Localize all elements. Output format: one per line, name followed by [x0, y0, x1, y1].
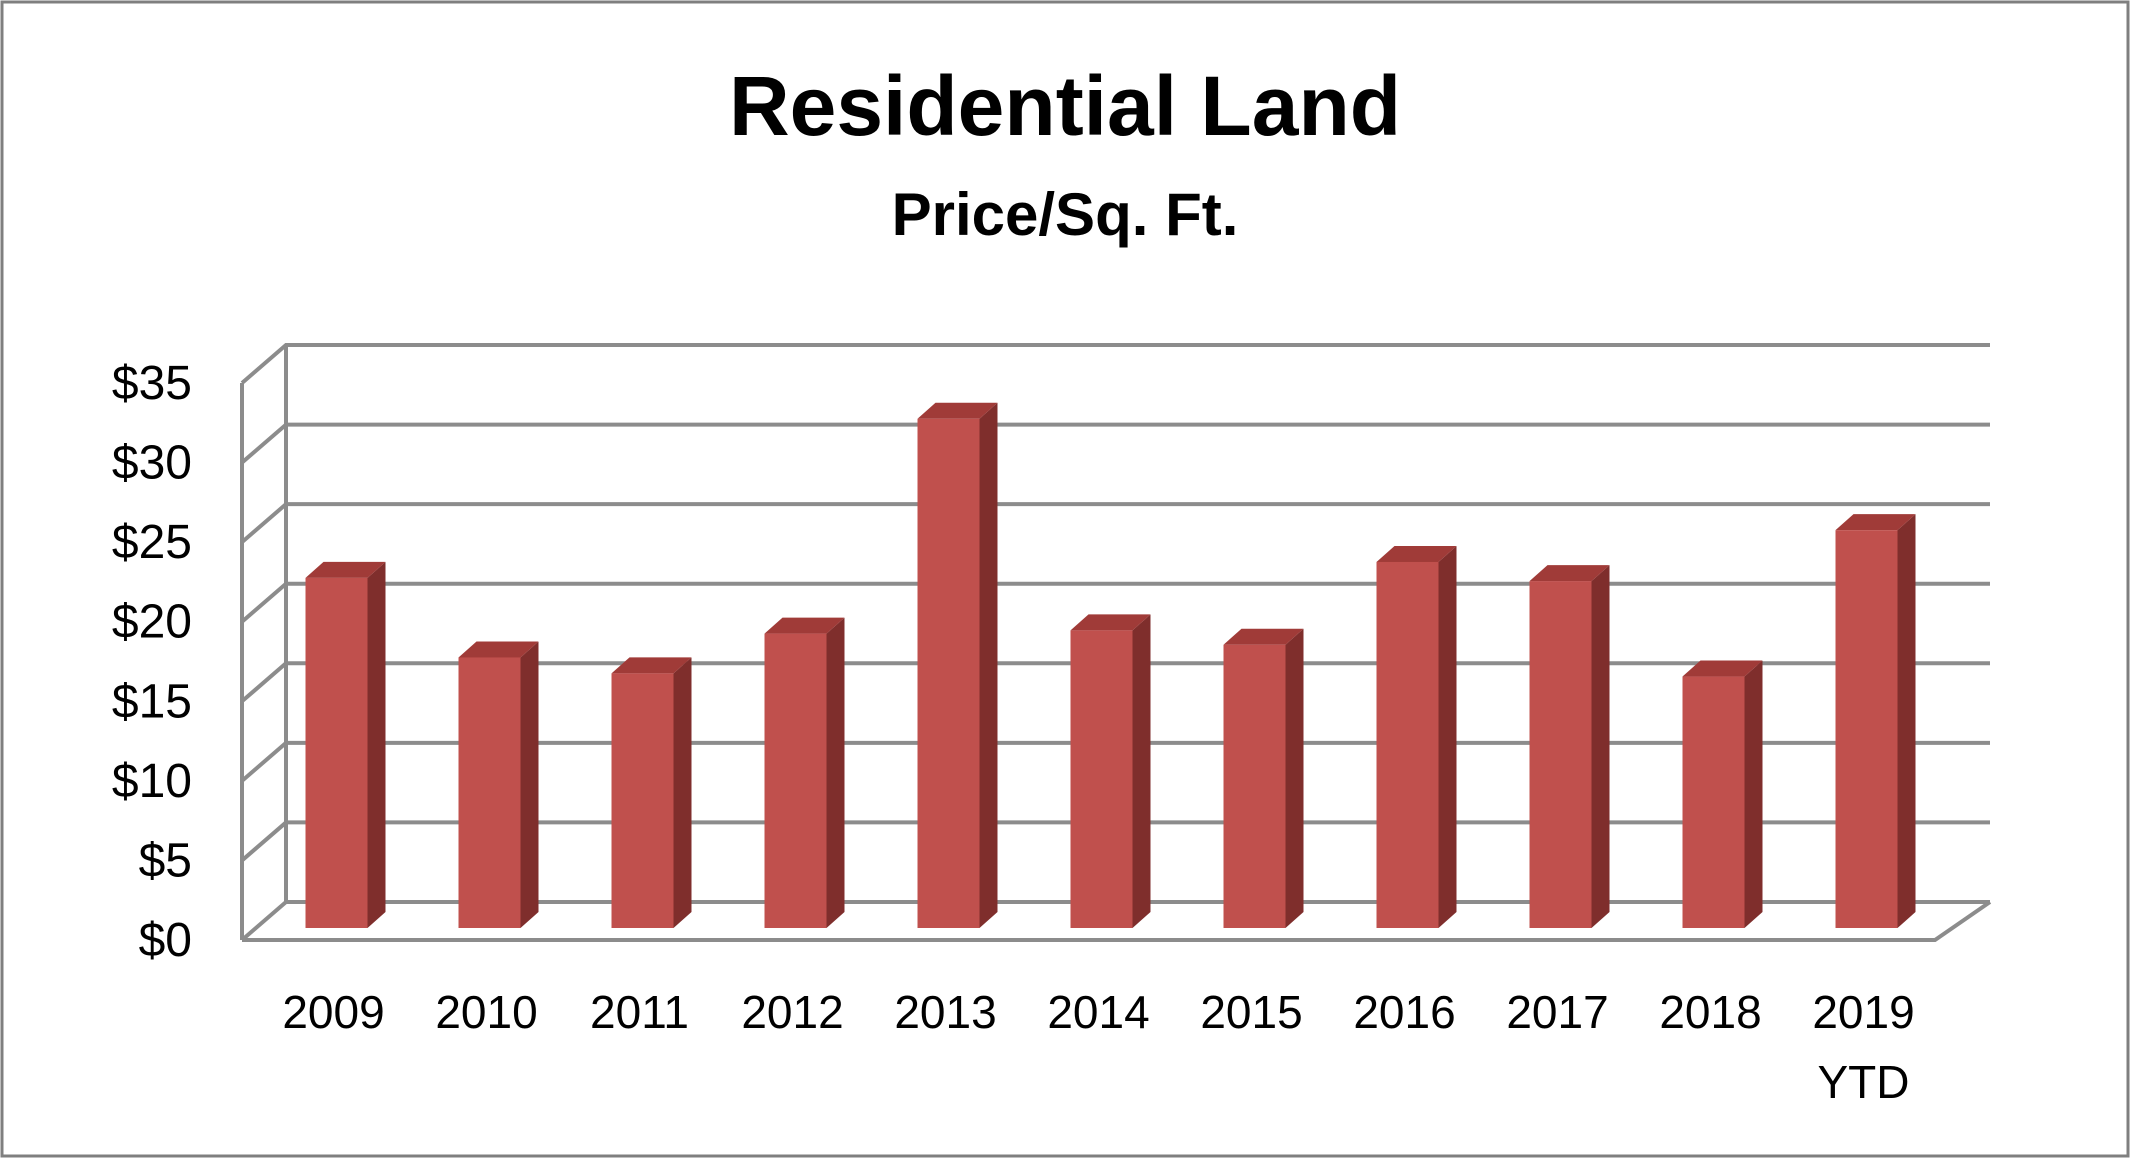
- bar-front: [611, 673, 674, 928]
- y-axis-ticks: $0 $5 $10 $15 $20 $25 $30 $35: [112, 357, 192, 967]
- x-tick-label: 2013: [894, 986, 996, 1038]
- bar-front: [1682, 676, 1745, 928]
- bar-top: [764, 617, 845, 634]
- bar-top: [1529, 565, 1610, 582]
- x-tick-label: YTD: [1818, 1056, 1910, 1108]
- bar: [917, 402, 998, 928]
- y-tick-label: $35: [112, 357, 192, 410]
- x-tick-label: 2012: [741, 986, 843, 1038]
- bar-top: [1376, 545, 1457, 562]
- bar-front: [1529, 581, 1592, 928]
- bar-front: [458, 657, 521, 928]
- y-tick-label: $0: [139, 914, 192, 967]
- bar-side: [520, 641, 539, 928]
- bar: [458, 641, 539, 928]
- x-tick-label: 2011: [590, 986, 689, 1038]
- x-tick-label: 2009: [282, 986, 384, 1038]
- x-tick-label: 2016: [1353, 986, 1455, 1038]
- x-tick-label: 2010: [435, 986, 537, 1038]
- bar: [1682, 660, 1763, 928]
- bar-side: [367, 561, 386, 928]
- bar-front: [1376, 561, 1439, 928]
- y-tick-label: $30: [112, 437, 192, 490]
- bar-front: [1070, 630, 1133, 928]
- y-tick-label: $10: [112, 755, 192, 808]
- bar-side: [1591, 565, 1610, 928]
- bars-layer: [305, 402, 1916, 928]
- bar-top: [1682, 660, 1763, 677]
- bar-front: [305, 577, 368, 928]
- bar-top: [1070, 614, 1151, 631]
- y-tick-label: $25: [112, 516, 192, 569]
- y-tick-label: $20: [112, 596, 192, 649]
- bar-front: [1223, 644, 1286, 928]
- x-tick-label: 2019: [1812, 986, 1914, 1038]
- bar-top: [1835, 514, 1916, 531]
- bar-side: [673, 657, 692, 928]
- bar-front: [917, 418, 980, 928]
- x-tick-label: 2014: [1047, 986, 1149, 1038]
- bar-top: [458, 641, 539, 658]
- bar-top: [305, 561, 386, 578]
- chart-title: Residential Land: [729, 59, 1401, 153]
- bar: [764, 617, 845, 928]
- bar: [611, 657, 692, 928]
- bar: [1529, 565, 1610, 928]
- bar: [305, 561, 386, 928]
- bar: [1835, 514, 1916, 928]
- bar: [1376, 545, 1457, 928]
- chart-subtitle: Price/Sq. Ft.: [892, 181, 1239, 248]
- bar-top: [611, 657, 692, 674]
- y-tick-label: $5: [139, 834, 192, 887]
- bar-top: [917, 402, 998, 419]
- bar: [1223, 628, 1304, 928]
- bar-side: [1897, 514, 1916, 928]
- bar: [1070, 614, 1151, 928]
- x-tick-label: 2017: [1506, 986, 1608, 1038]
- y-tick-label: $15: [112, 675, 192, 728]
- bar-side: [1744, 660, 1763, 928]
- bar-front: [1835, 530, 1898, 928]
- bar-side: [1438, 545, 1457, 928]
- bar-side: [1132, 614, 1151, 928]
- floor-edge: [242, 900, 1992, 942]
- bar-top: [1223, 628, 1304, 645]
- bar-side: [1285, 628, 1304, 928]
- bar-side: [979, 402, 998, 928]
- x-tick-label: 2018: [1659, 986, 1761, 1038]
- bar-front: [764, 633, 827, 928]
- x-axis-ticks: 2009 2010 2011 2012 2013 2014 2015 2016 2017 2018…: [282, 986, 1914, 1108]
- bar-side: [826, 617, 845, 928]
- x-tick-label: 2015: [1200, 986, 1302, 1038]
